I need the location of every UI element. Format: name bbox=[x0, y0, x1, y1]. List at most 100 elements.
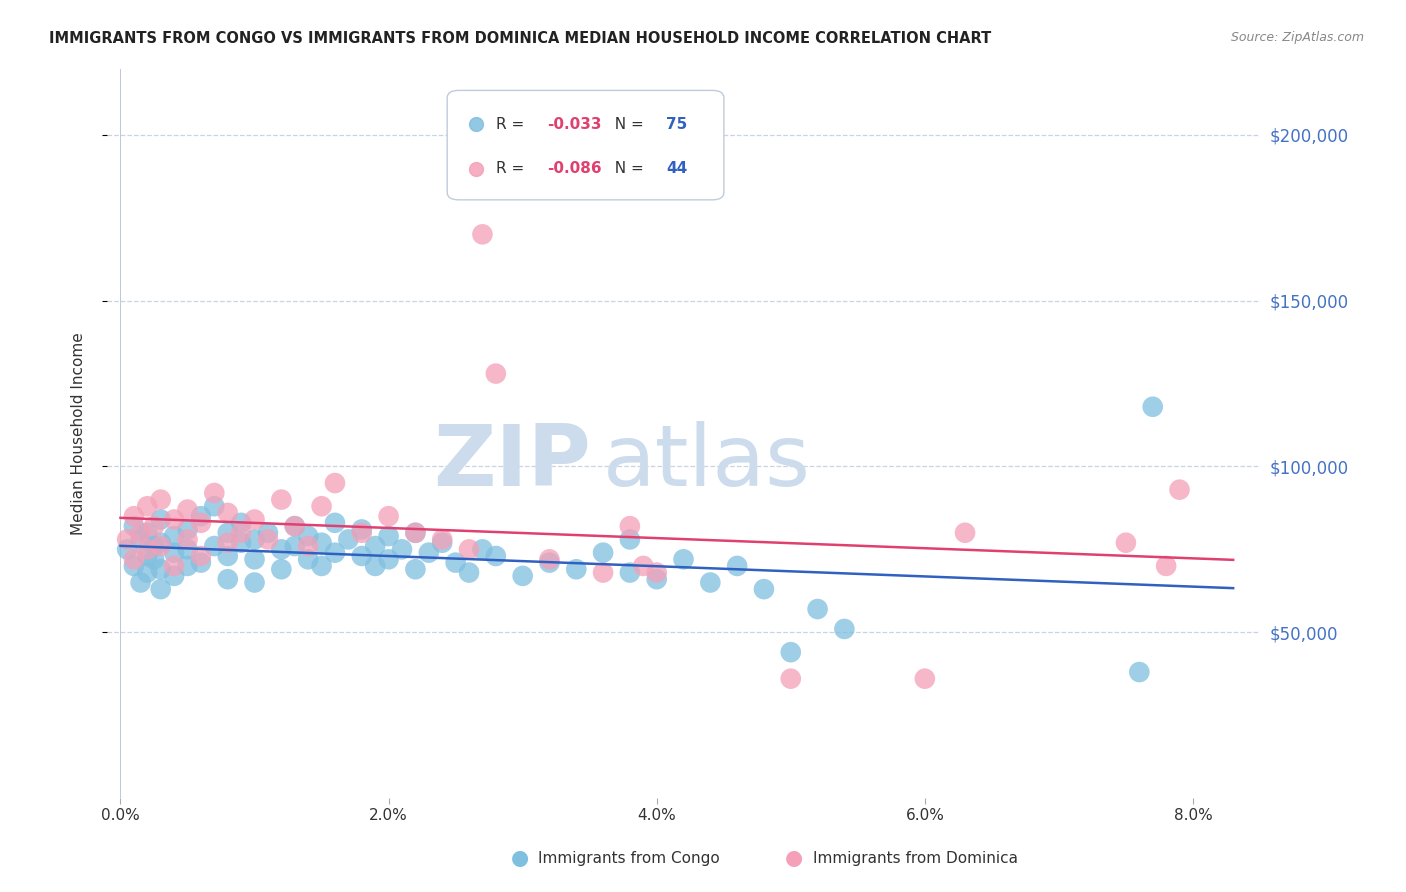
Point bbox=[377, 552, 399, 566]
Point bbox=[129, 575, 152, 590]
Point bbox=[129, 525, 152, 540]
Point bbox=[1168, 483, 1191, 497]
Point bbox=[323, 546, 346, 560]
Text: R =: R = bbox=[495, 117, 529, 132]
Point bbox=[231, 516, 253, 530]
Point bbox=[149, 539, 172, 553]
Point bbox=[779, 645, 801, 659]
Point bbox=[136, 525, 159, 540]
Point bbox=[311, 500, 333, 514]
Point bbox=[284, 519, 307, 533]
FancyBboxPatch shape bbox=[447, 90, 724, 200]
Point bbox=[645, 572, 668, 586]
Point bbox=[471, 542, 494, 557]
Point bbox=[136, 542, 159, 557]
Point bbox=[752, 582, 775, 596]
Point bbox=[592, 546, 614, 560]
Point bbox=[270, 492, 292, 507]
Point bbox=[149, 562, 172, 576]
Point bbox=[592, 566, 614, 580]
Point bbox=[217, 572, 239, 586]
Text: ●: ● bbox=[786, 848, 803, 868]
Point bbox=[350, 549, 373, 563]
Point bbox=[565, 562, 588, 576]
Point bbox=[149, 512, 172, 526]
Text: 75: 75 bbox=[666, 117, 688, 132]
Text: N =: N = bbox=[605, 117, 648, 132]
Text: N =: N = bbox=[605, 161, 648, 177]
Text: -0.033: -0.033 bbox=[547, 117, 602, 132]
Point bbox=[176, 542, 198, 557]
Point bbox=[163, 529, 186, 543]
Point bbox=[190, 549, 212, 563]
Point bbox=[458, 542, 481, 557]
Point bbox=[115, 542, 138, 557]
Point bbox=[914, 672, 936, 686]
Point bbox=[176, 523, 198, 537]
Point bbox=[1128, 665, 1150, 679]
Point bbox=[404, 562, 426, 576]
Point bbox=[270, 562, 292, 576]
Point bbox=[311, 558, 333, 573]
Point bbox=[311, 535, 333, 549]
Point bbox=[190, 516, 212, 530]
Point bbox=[806, 602, 828, 616]
Point bbox=[257, 533, 280, 547]
Point bbox=[136, 566, 159, 580]
Point bbox=[243, 512, 266, 526]
Point bbox=[176, 502, 198, 516]
Point bbox=[284, 539, 307, 553]
Point bbox=[323, 476, 346, 491]
Point bbox=[297, 529, 319, 543]
Point bbox=[122, 558, 145, 573]
Point bbox=[136, 500, 159, 514]
Point bbox=[377, 529, 399, 543]
Point bbox=[512, 569, 534, 583]
Point bbox=[619, 533, 641, 547]
Point bbox=[243, 575, 266, 590]
Point bbox=[163, 512, 186, 526]
Point bbox=[202, 486, 225, 500]
Point bbox=[364, 558, 387, 573]
Point bbox=[432, 533, 454, 547]
Point bbox=[176, 558, 198, 573]
Text: Immigrants from Congo: Immigrants from Congo bbox=[538, 851, 720, 865]
Point bbox=[485, 367, 508, 381]
Text: atlas: atlas bbox=[603, 421, 811, 504]
Point bbox=[953, 525, 976, 540]
Text: ●: ● bbox=[512, 848, 529, 868]
Point bbox=[619, 519, 641, 533]
Point bbox=[257, 525, 280, 540]
Point bbox=[725, 558, 748, 573]
Point bbox=[364, 539, 387, 553]
Point bbox=[1142, 400, 1164, 414]
Point bbox=[163, 558, 186, 573]
Point bbox=[122, 509, 145, 524]
Point bbox=[404, 525, 426, 540]
Point bbox=[115, 533, 138, 547]
Point bbox=[619, 566, 641, 580]
Point bbox=[243, 552, 266, 566]
Point bbox=[432, 535, 454, 549]
Point bbox=[143, 519, 166, 533]
Point bbox=[538, 556, 561, 570]
Point bbox=[190, 509, 212, 524]
Point bbox=[1154, 558, 1177, 573]
Point bbox=[163, 569, 186, 583]
Point bbox=[633, 558, 655, 573]
Point bbox=[202, 539, 225, 553]
Point bbox=[350, 523, 373, 537]
Point bbox=[645, 566, 668, 580]
Text: Immigrants from Dominica: Immigrants from Dominica bbox=[813, 851, 1018, 865]
Point bbox=[190, 556, 212, 570]
Point bbox=[163, 546, 186, 560]
Point bbox=[471, 227, 494, 242]
Point bbox=[143, 552, 166, 566]
Point bbox=[297, 552, 319, 566]
Point bbox=[243, 533, 266, 547]
Point bbox=[377, 509, 399, 524]
Point bbox=[538, 552, 561, 566]
Text: Source: ZipAtlas.com: Source: ZipAtlas.com bbox=[1230, 31, 1364, 45]
Point bbox=[444, 556, 467, 570]
Point bbox=[323, 516, 346, 530]
